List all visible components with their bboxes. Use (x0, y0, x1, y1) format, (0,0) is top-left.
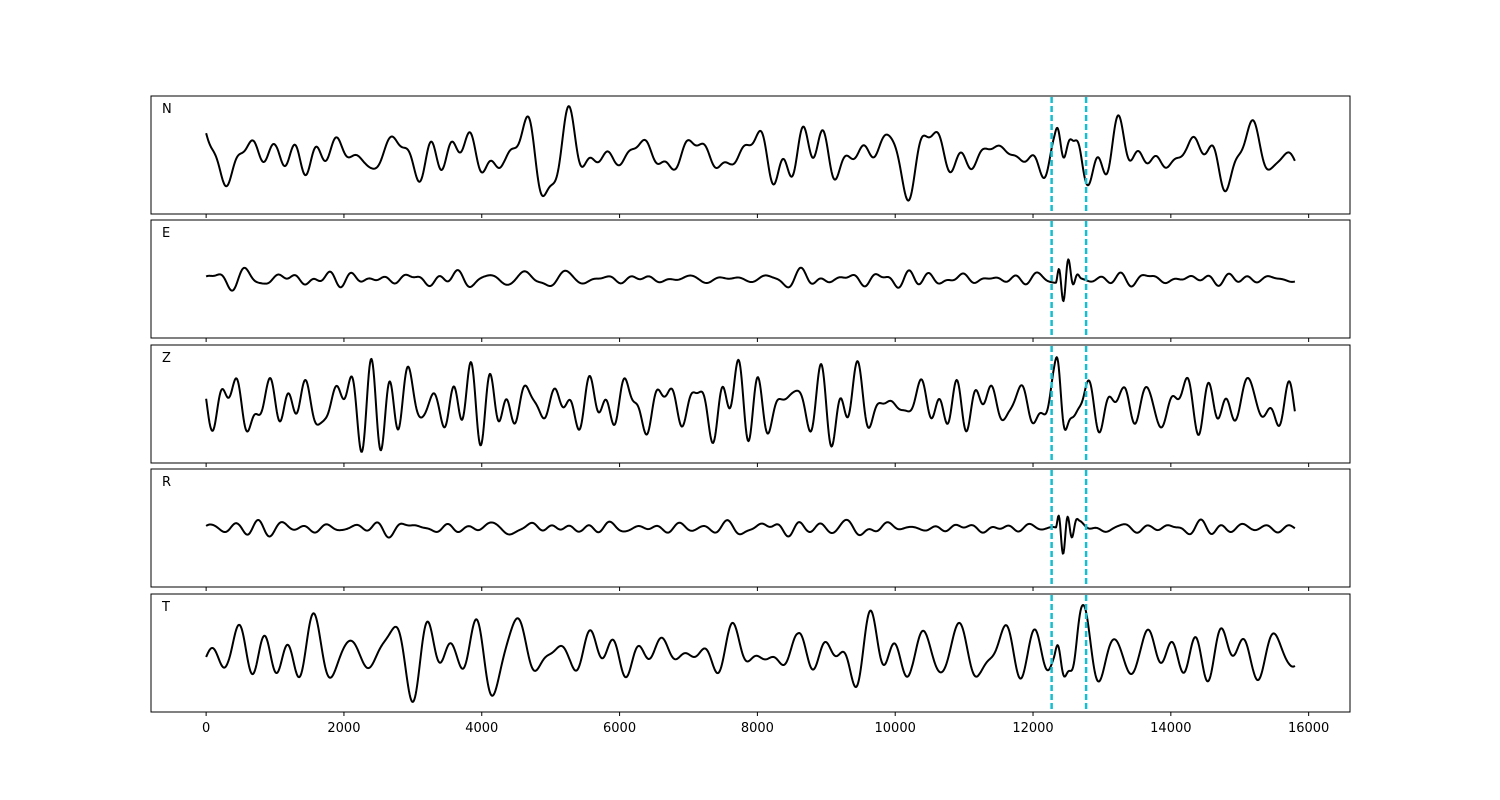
x-tick-label: 16000 (1288, 721, 1329, 736)
panel-label: T (161, 600, 170, 615)
panel-label: E (162, 226, 170, 241)
panel-label: N (162, 102, 172, 117)
x-tick-label: 8000 (741, 721, 774, 736)
x-tick-label: 10000 (875, 721, 916, 736)
panel-r: R (150, 468, 1351, 591)
panel-label: R (162, 475, 171, 490)
waveform-trace (205, 356, 1296, 453)
panel-e: E (150, 219, 1351, 342)
waveform-trace (205, 514, 1296, 555)
panel-frame (150, 468, 1351, 588)
panel-frame (150, 95, 1351, 215)
panel-n: N (150, 95, 1351, 218)
x-axis: 0 2000 4000 6000 8000 10000 12000 14000 16000 (202, 721, 1329, 736)
panel-frame (150, 344, 1351, 464)
waveform-trace (205, 603, 1296, 703)
x-tick-label: 0 (202, 721, 210, 736)
panel-z: Z (150, 344, 1351, 467)
x-tick-label: 14000 (1150, 721, 1191, 736)
x-tick-label: 12000 (1012, 721, 1053, 736)
waveform-trace (205, 105, 1296, 202)
x-tick-label: 2000 (327, 721, 360, 736)
x-tick-label: 4000 (465, 721, 498, 736)
panel-frame (150, 593, 1351, 713)
panel-label: Z (162, 351, 171, 366)
panel-frame (150, 219, 1351, 339)
waveform-trace (205, 258, 1296, 303)
x-tick-label: 6000 (603, 721, 636, 736)
panel-t: T (150, 593, 1351, 716)
panel-stack: N E Z R T (150, 95, 1351, 716)
